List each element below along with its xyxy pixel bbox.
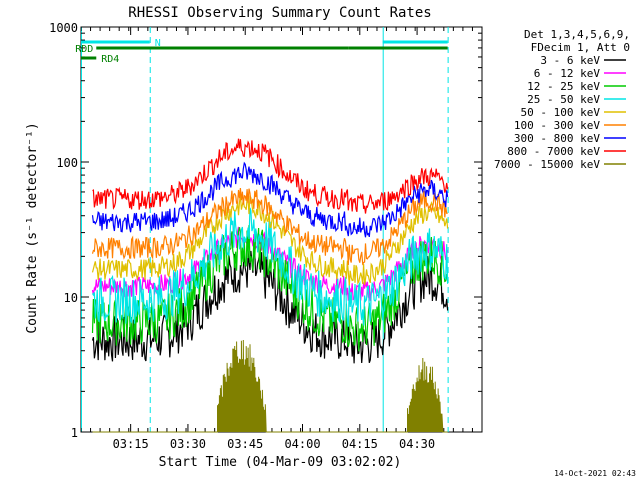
- series-line: [92, 138, 449, 214]
- x-tick-label: 03:45: [227, 437, 263, 451]
- legend-entry-label: 300 - 800 keV: [514, 132, 600, 145]
- generated-date: 14-Oct-2021 02:43: [554, 469, 636, 478]
- legend: Det 1,3,4,5,6,9,FDecim 1, Att 03 - 6 keV…: [494, 28, 630, 171]
- x-tick-label: 04:00: [284, 437, 320, 451]
- series-line: [92, 339, 448, 433]
- legend-entry-label: 6 - 12 keV: [534, 67, 601, 80]
- y-tick-label: 10: [64, 291, 78, 305]
- flag-label-rd4: RD4: [101, 54, 119, 65]
- series-line: [91, 226, 449, 301]
- series-line: [91, 188, 448, 266]
- series-line: [91, 248, 449, 364]
- x-axis-label: Start Time (04-Mar-09 03:02:02): [159, 455, 402, 470]
- legend-entry-label: 50 - 100 keV: [521, 106, 601, 119]
- series-line: [91, 194, 449, 286]
- flag-label-rdd: RDD: [75, 44, 93, 55]
- chart-title: RHESSI Observing Summary Count Rates: [128, 5, 431, 21]
- legend-entry-label: 100 - 300 keV: [514, 119, 600, 132]
- legend-entry-label: 7000 - 15000 keV: [494, 158, 600, 171]
- legend-header-line: Det 1,3,4,5,6,9,: [524, 28, 630, 41]
- legend-entry-label: 12 - 25 keV: [527, 80, 600, 93]
- plot-area: 1 10 100 1000 03:15 03:30 03:45 04:00 04:15 04:30…: [49, 21, 483, 451]
- flag-label-n: N: [155, 38, 161, 49]
- legend-entry-label: 3 - 6 keV: [540, 54, 600, 67]
- y-tick-label: 100: [56, 156, 78, 170]
- y-axis-label: Count Rate (s⁻¹ detector⁻¹): [25, 122, 40, 333]
- series-line: [91, 207, 449, 327]
- x-tick-label: 03:30: [170, 437, 206, 451]
- y-tick-label: 1: [71, 426, 78, 440]
- series-line: [91, 161, 449, 238]
- x-tick-label: 04:30: [399, 437, 435, 451]
- y-tick-label: 1000: [49, 21, 78, 35]
- legend-entry-label: 800 - 7000 keV: [507, 145, 600, 158]
- legend-header-line: FDecim 1, Att 0: [531, 41, 630, 54]
- x-tick-label: 03:15: [113, 437, 149, 451]
- legend-entry-label: 25 - 50 keV: [527, 93, 600, 106]
- x-tick-label: 04:15: [342, 437, 378, 451]
